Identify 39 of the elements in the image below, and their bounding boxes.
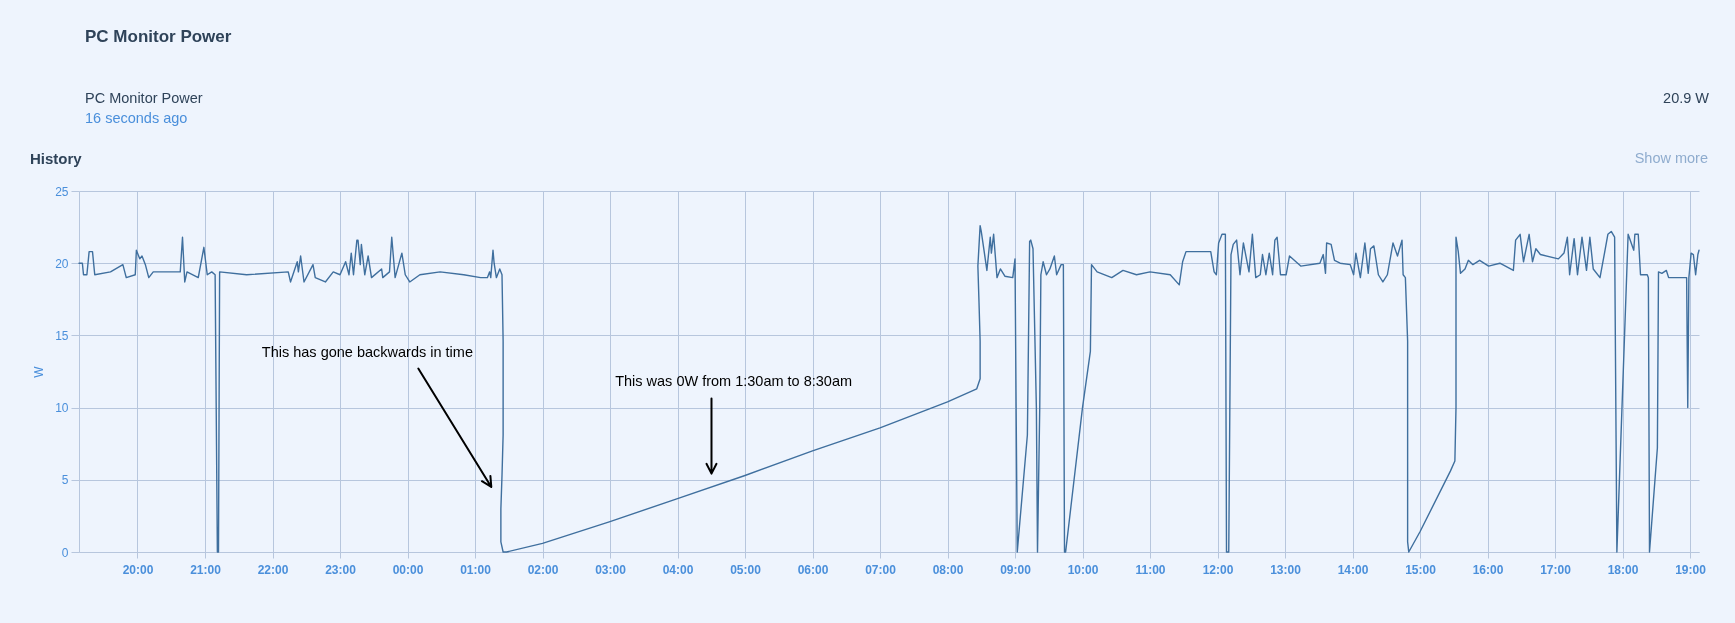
y-axis-title: W [32, 365, 47, 378]
y-tick-label: 15 [55, 328, 69, 343]
x-tick-label: 20:00 [122, 562, 154, 577]
text: PC Monitor Power [85, 26, 232, 46]
text: 16 seconds ago [85, 109, 188, 126]
x-tick-label: 06:00 [797, 562, 829, 577]
x-tick-label: 05:00 [730, 562, 762, 577]
x-tick-label: 10:00 [1067, 562, 1099, 577]
x-tick-label: 07:00 [865, 562, 897, 577]
y-tick-label: 0 [61, 545, 69, 560]
x-tick-label: 01:00 [460, 562, 492, 577]
x-tick-label: 19:00 [1675, 562, 1707, 577]
y-tick-label: 25 [55, 184, 69, 199]
x-tick-label: 21:00 [190, 562, 222, 577]
x-tick-label: 11:00 [1135, 562, 1166, 577]
x-tick-label: 09:00 [1000, 562, 1032, 577]
x-tick-label: 02:00 [527, 562, 559, 577]
y-tick-label: 10 [55, 401, 69, 416]
chart-title: PC Monitor Power [85, 89, 203, 106]
x-tick-label: 12:00 [1202, 562, 1234, 577]
chart-subtitle: History [30, 150, 83, 167]
annotation: This was 0W from 1:30am to 8:30am [615, 372, 853, 389]
text: 20.9 W [1663, 89, 1710, 106]
x-tick-label: 16:00 [1472, 562, 1504, 577]
x-tick-label: 03:00 [595, 562, 627, 577]
x-tick-label: 23:00 [325, 562, 357, 577]
x-tick-label: 18:00 [1607, 562, 1639, 577]
x-tick-label: 15:00 [1405, 562, 1437, 577]
text: Show more [1634, 150, 1708, 166]
x-tick-label: 17:00 [1540, 562, 1572, 577]
x-tick-label: 22:00 [257, 562, 289, 577]
y-tick-label: 5 [61, 473, 69, 488]
x-tick-label: 08:00 [932, 562, 964, 577]
x-tick-label: 00:00 [392, 562, 424, 577]
x-tick-label: 14:00 [1337, 562, 1369, 577]
x-tick-label: 13:00 [1270, 562, 1302, 577]
annotation: This has gone backwards in time [261, 344, 473, 360]
x-tick-label: 04:00 [662, 562, 694, 577]
y-tick-label: 20 [55, 256, 69, 271]
